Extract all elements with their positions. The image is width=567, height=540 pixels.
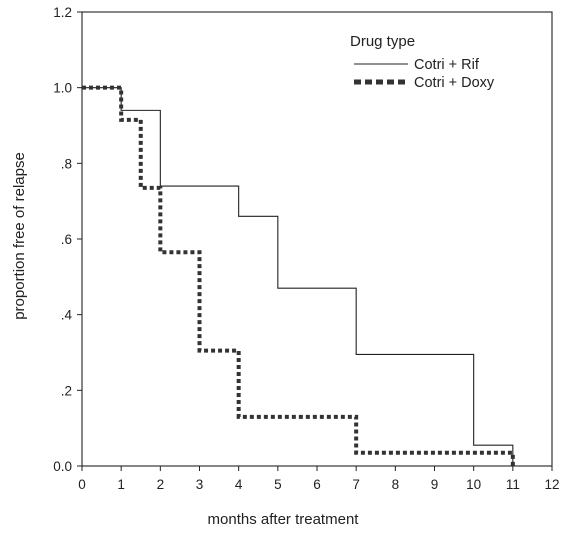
x-tick-label: 4 [235,477,243,492]
legend-label-2: Cotri + Doxy [414,75,495,91]
x-tick-label: 12 [544,477,559,492]
x-tick-label: 6 [313,477,321,492]
x-tick-label: 8 [392,477,400,492]
x-tick-label: 2 [157,477,165,492]
legend-label-1: Cotri + Rif [414,57,480,73]
y-axis-title: proportion free of relapse [11,152,28,320]
series-line-1 [82,87,514,466]
x-tick-label: 7 [352,477,360,492]
y-tick-label: 1.2 [53,5,72,20]
x-tick-label: 1 [117,477,125,492]
y-axis: 0.0 .2 .4 .6 .8 1.0 1.2 [53,5,82,474]
x-tick-label: 3 [196,477,204,492]
series-layer [82,85,515,466]
y-tick-label: .2 [61,383,72,398]
y-tick-label: 0.0 [53,459,72,474]
x-tick-label: 11 [506,477,520,492]
y-tick-label: .4 [61,308,73,323]
series-line-2 [82,85,515,466]
x-axis: 0 1 2 3 4 5 6 7 8 9 10 11 12 [78,466,560,492]
y-tick-label: .6 [61,232,72,247]
x-tick-label: 0 [78,477,86,492]
x-axis-title: months after treatment [208,511,360,528]
x-tick-label: 5 [274,477,282,492]
x-tick-label: 10 [466,477,481,492]
legend-entries: Cotri + Rif Cotri + Doxy [354,57,495,91]
x-tick-label: 9 [431,477,439,492]
y-tick-label: .8 [61,156,72,171]
y-tick-label: 1.0 [53,81,72,96]
legend: Drug type Cotri + Rif Cotri + Doxy [350,33,495,91]
legend-title: Drug type [350,33,415,50]
